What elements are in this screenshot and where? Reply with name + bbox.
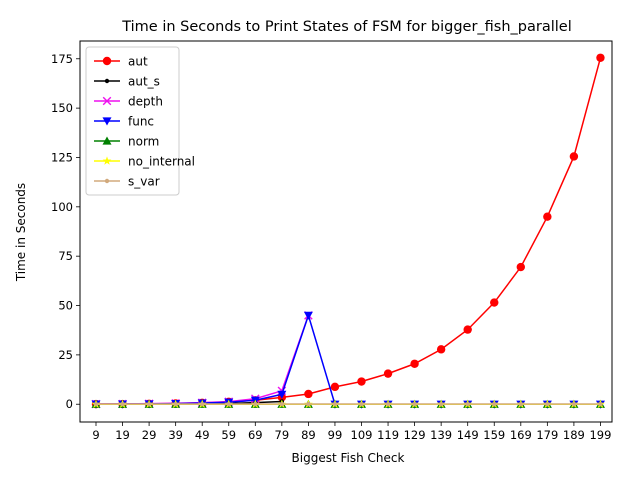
data-point <box>120 401 125 407</box>
data-point <box>490 298 499 307</box>
data-point <box>543 212 552 221</box>
legend-box <box>85 46 180 196</box>
legend-marker <box>104 78 110 84</box>
x-tick-label: 159 <box>483 428 505 442</box>
x-tick-label: 199 <box>589 428 611 442</box>
data-point <box>306 401 311 407</box>
x-tick-label: 189 <box>563 428 585 442</box>
data-point <box>279 401 285 407</box>
series-s_var <box>93 401 603 407</box>
data-point <box>226 401 231 407</box>
y-tick-label: 50 <box>58 299 73 313</box>
plot-frame <box>79 40 613 423</box>
y-tick-label: 0 <box>66 397 73 411</box>
legend-entry-norm: norm <box>94 135 159 149</box>
y-tick-label: 25 <box>58 348 73 362</box>
data-point <box>410 359 419 368</box>
data-point <box>571 401 577 407</box>
x-tick-label: 129 <box>404 428 426 442</box>
legend-label: depth <box>128 95 163 109</box>
data-point <box>93 401 99 407</box>
data-point <box>438 401 444 407</box>
y-tick-label: 150 <box>51 101 73 115</box>
data-point <box>518 401 523 407</box>
legend-entry-aut_s: aut_s <box>94 75 160 89</box>
x-tick-label: 179 <box>536 428 558 442</box>
data-point <box>277 390 287 399</box>
data-point <box>596 53 605 62</box>
y-tick-label: 125 <box>51 150 73 164</box>
data-point <box>173 401 178 407</box>
x-axis-label: Biggest Fish Check <box>292 451 405 465</box>
y-tick-label: 100 <box>51 200 73 214</box>
data-point <box>357 377 366 386</box>
x-tick-label: 139 <box>430 428 452 442</box>
data-point <box>545 401 550 407</box>
data-point <box>359 401 364 407</box>
x-tick-label: 79 <box>275 428 290 442</box>
x-tick-label: 69 <box>248 428 263 442</box>
data-point <box>436 345 446 354</box>
legend-marker <box>102 117 112 126</box>
data-point <box>200 401 205 407</box>
legend-label: func <box>128 115 154 129</box>
plot-area <box>91 53 605 409</box>
y-axis: 0 25 50 75 100 125 150 175 <box>51 52 80 411</box>
legend-label: aut <box>128 55 148 69</box>
data-point <box>463 325 472 334</box>
data-point <box>569 152 579 161</box>
legend-marker <box>102 156 112 165</box>
data-point <box>465 401 470 407</box>
x-tick-label: 19 <box>115 428 130 442</box>
legend-marker <box>104 178 110 184</box>
x-tick-label: 119 <box>377 428 399 442</box>
legend-marker <box>102 96 112 106</box>
y-tick-label: 175 <box>51 52 73 66</box>
chart-title: Time in Seconds to Print States of FSM f… <box>121 19 572 35</box>
legend-marker <box>102 56 112 66</box>
x-tick-label: 149 <box>457 428 479 442</box>
x-axis: 9 19 29 39 49 59 69 79 89 99 109 119 129 139 149 159 169… <box>92 422 611 442</box>
data-point <box>330 382 340 392</box>
data-point <box>383 369 393 378</box>
x-tick-label: 49 <box>195 428 210 442</box>
data-point <box>304 389 313 399</box>
x-tick-label: 99 <box>328 428 343 442</box>
legend-entry-aut: aut <box>94 55 148 69</box>
x-tick-label: 9 <box>92 428 99 442</box>
data-point <box>385 401 391 407</box>
x-tick-label: 29 <box>142 428 157 442</box>
legend-entry-s_var: s_var <box>94 175 160 189</box>
data-point <box>516 262 525 272</box>
data-point <box>412 401 417 407</box>
data-point <box>146 401 152 407</box>
x-tick-label: 109 <box>351 428 373 442</box>
x-tick-label: 89 <box>301 428 316 442</box>
legend-label: s_var <box>128 175 160 189</box>
legend-entry-depth: depth <box>94 95 163 109</box>
data-point <box>492 401 497 407</box>
legend-marker <box>102 136 112 145</box>
legend-label: norm <box>128 135 159 149</box>
legend-label: aut_s <box>128 75 160 89</box>
data-point <box>253 401 258 407</box>
data-point <box>303 311 313 320</box>
data-point <box>332 401 338 407</box>
x-tick-label: 169 <box>510 428 532 442</box>
y-axis-label: Time in Seconds <box>14 183 28 282</box>
x-tick-label: 39 <box>168 428 183 442</box>
x-tick-label: 59 <box>221 428 236 442</box>
data-point <box>598 401 603 407</box>
legend-label: no_internal <box>128 155 195 169</box>
y-tick-label: 75 <box>58 249 73 263</box>
legend-entry-no_internal: no_internal <box>94 155 195 169</box>
legend-entry-func: func <box>94 115 154 129</box>
